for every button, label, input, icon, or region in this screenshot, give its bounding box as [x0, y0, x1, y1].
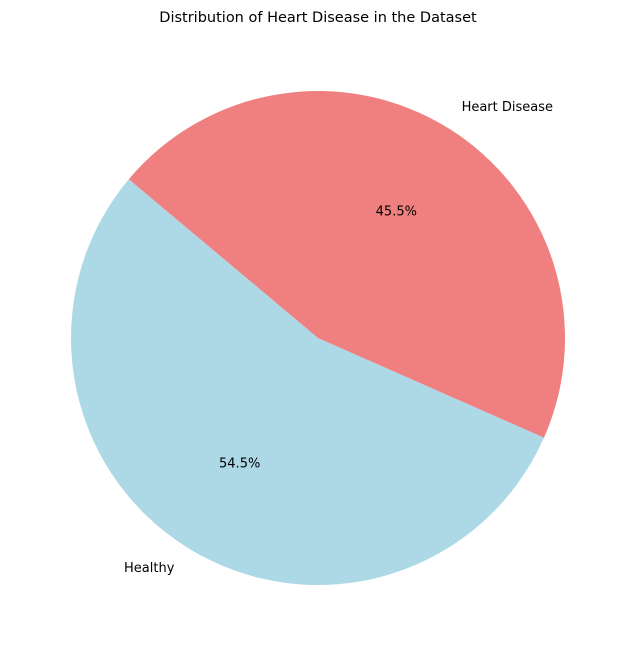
pie-slices	[71, 90, 566, 585]
chart-title: Distribution of Heart Disease in the Dat…	[159, 10, 477, 26]
slice-label-healthy: Healthy	[124, 561, 175, 576]
pie-labels: Healthy 54.5% Heart Disease 45.5%	[124, 100, 553, 576]
pie-slice-heart-disease	[128, 90, 566, 438]
percent-label-heart-disease: 45.5%	[376, 205, 417, 220]
pie-slice-healthy	[71, 179, 544, 585]
slice-label-heart-disease: Heart Disease	[462, 100, 553, 115]
percent-label-healthy: 54.5%	[219, 456, 260, 471]
